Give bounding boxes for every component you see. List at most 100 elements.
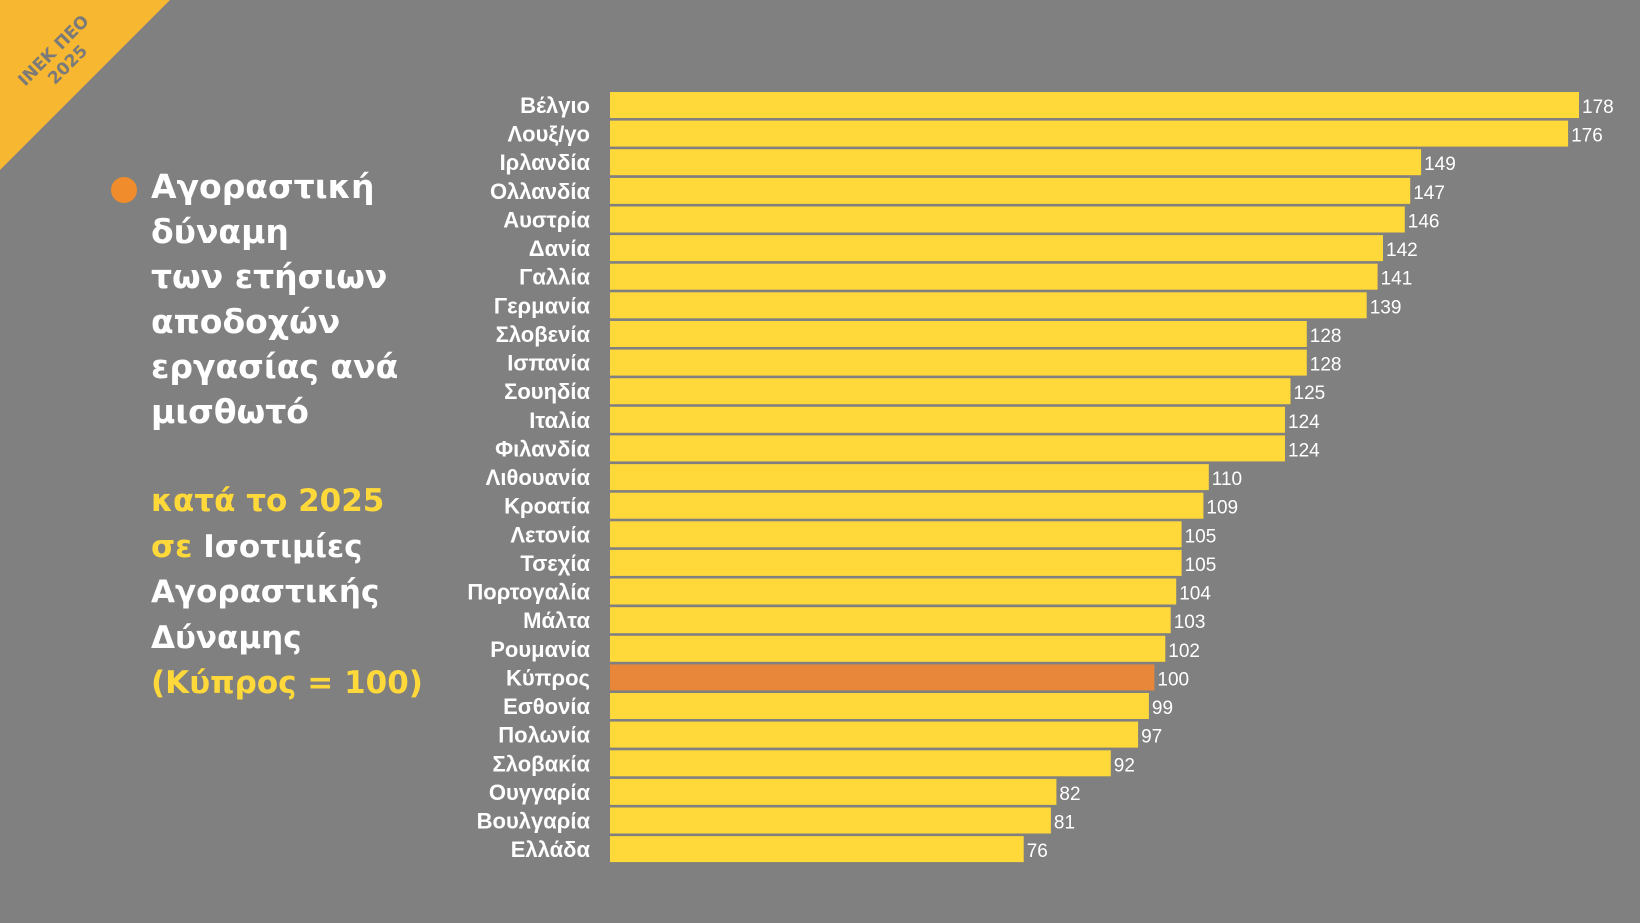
- value-label: 81: [1054, 813, 1075, 834]
- chart-description: Αγοραστική δύναμη των ετήσιων αποδοχών ε…: [151, 164, 451, 434]
- category-label: Λιθουανία: [486, 465, 591, 490]
- description-line-1: Αγοραστική: [151, 167, 375, 206]
- category-label: Δανία: [529, 236, 591, 261]
- bar-14: [610, 492, 1204, 519]
- value-label: 97: [1141, 727, 1162, 748]
- category-label: Λετονία: [510, 522, 590, 547]
- bar-22: [610, 721, 1139, 748]
- value-label: 176: [1571, 126, 1603, 147]
- category-label: Εσθονία: [503, 694, 590, 719]
- bar-17: [610, 578, 1177, 605]
- chart-subtitle: κατά το 2025 σε Ισοτιμίες Αγοραστικής Δύ…: [151, 479, 451, 707]
- category-label: Τσεχία: [520, 551, 590, 576]
- value-label: 103: [1174, 612, 1206, 633]
- bar-24: [610, 778, 1057, 805]
- subtitle-line-2: σε Ισοτιμίες: [151, 525, 451, 571]
- value-label: 82: [1059, 784, 1080, 805]
- category-label: Σλοβακία: [493, 751, 591, 776]
- category-label: Ιρλανδία: [500, 150, 591, 175]
- value-label: 141: [1381, 269, 1413, 290]
- bar-4: [610, 206, 1405, 233]
- description-line-4: αποδοχών: [151, 302, 341, 341]
- description-line-3: των ετήσιων: [151, 257, 388, 296]
- bar-16: [610, 549, 1182, 576]
- bar-0: [610, 92, 1579, 118]
- category-label: Πολωνία: [498, 723, 590, 748]
- bar-18: [610, 607, 1171, 634]
- value-label: 92: [1114, 755, 1135, 776]
- description-line-5: εργασίας ανά: [151, 347, 399, 386]
- category-label: Σλοβενία: [496, 322, 591, 347]
- bar-21: [610, 693, 1149, 719]
- bar-23: [610, 750, 1111, 777]
- description-line-6: μισθωτό: [151, 392, 309, 431]
- category-label: Βέλγιο: [520, 93, 590, 118]
- bar-6: [610, 263, 1378, 290]
- legend-dot-icon: [111, 177, 137, 203]
- value-label: 142: [1386, 240, 1418, 261]
- value-label: 109: [1206, 498, 1238, 519]
- bar-15: [610, 521, 1182, 548]
- bar-1: [610, 120, 1569, 147]
- category-label: Ρουμανία: [490, 637, 590, 662]
- subtitle-line-4: Δύναμης: [151, 619, 302, 656]
- category-label: Φιλανδία: [495, 436, 590, 461]
- subtitle-year: κατά το 2025: [151, 483, 385, 519]
- corner-badge: ΙΝΕΚ ΠΕΟ 2025: [0, 0, 170, 170]
- bar-5: [610, 235, 1383, 262]
- bar-10: [610, 378, 1291, 405]
- corner-triangle: [0, 0, 170, 170]
- value-label: 99: [1152, 698, 1173, 719]
- value-label: 124: [1288, 440, 1320, 461]
- bar-19: [610, 635, 1166, 662]
- subtitle-base-note: (Κύπρος = 100): [151, 665, 423, 701]
- category-label: Βουλγαρία: [477, 809, 591, 834]
- bar-26: [610, 836, 1024, 863]
- category-label: Ισπανία: [507, 351, 590, 376]
- value-label: 149: [1424, 154, 1456, 175]
- category-label: Μάλτα: [523, 608, 590, 633]
- bar-25: [610, 807, 1051, 834]
- value-label: 124: [1288, 412, 1320, 433]
- category-label: Λουξ/γο: [508, 122, 591, 147]
- category-label: Κύπρος: [506, 665, 590, 690]
- category-label: Ιταλία: [529, 408, 590, 433]
- value-label: 147: [1413, 183, 1445, 204]
- bar-2: [610, 149, 1422, 176]
- category-label: Ολλανδία: [490, 179, 591, 204]
- subtitle-isotimies: Ισοτιμίες: [192, 528, 363, 565]
- bar-12: [610, 435, 1285, 462]
- bar-13: [610, 464, 1209, 491]
- value-label: 139: [1370, 297, 1402, 318]
- value-label: 100: [1157, 669, 1189, 690]
- bar-7: [610, 292, 1367, 319]
- subtitle-se: σε: [151, 528, 193, 565]
- value-label: 76: [1027, 841, 1048, 862]
- category-label: Αυστρία: [503, 208, 590, 233]
- category-label: Κροατία: [504, 494, 590, 519]
- category-label: Ουγγαρία: [489, 780, 591, 805]
- bar-20: [610, 664, 1155, 691]
- bar-3: [610, 177, 1411, 204]
- bar-8: [610, 321, 1307, 347]
- value-label: 110: [1212, 469, 1242, 490]
- category-label: Σουηδία: [504, 379, 590, 404]
- subtitle-line-3: Αγοραστικής: [151, 574, 380, 610]
- value-label: 128: [1310, 355, 1342, 376]
- value-label: 146: [1408, 212, 1440, 233]
- category-label: Γαλλία: [519, 265, 590, 290]
- description-line-2: δύναμη: [151, 212, 289, 251]
- value-label: 128: [1310, 326, 1342, 347]
- value-label: 125: [1294, 383, 1326, 404]
- value-label: 104: [1179, 584, 1211, 605]
- category-label: Ελλάδα: [511, 837, 591, 862]
- bar-9: [610, 349, 1307, 376]
- value-label: 178: [1582, 97, 1614, 118]
- value-label: 105: [1185, 526, 1217, 547]
- category-label: Πορτογαλία: [467, 580, 590, 605]
- category-label: Γερμανία: [494, 293, 591, 318]
- bar-11: [610, 406, 1285, 433]
- value-label: 105: [1185, 555, 1217, 576]
